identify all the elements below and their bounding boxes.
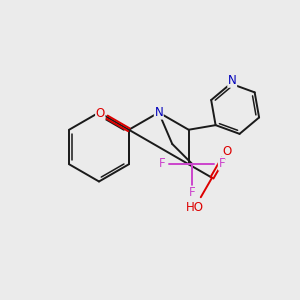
- Text: O: O: [96, 107, 105, 120]
- Text: F: F: [188, 186, 195, 200]
- Text: O: O: [223, 145, 232, 158]
- Text: F: F: [158, 157, 165, 170]
- Text: HO: HO: [186, 201, 204, 214]
- Text: N: N: [228, 74, 237, 87]
- Text: F: F: [218, 157, 225, 170]
- Text: N: N: [154, 106, 163, 119]
